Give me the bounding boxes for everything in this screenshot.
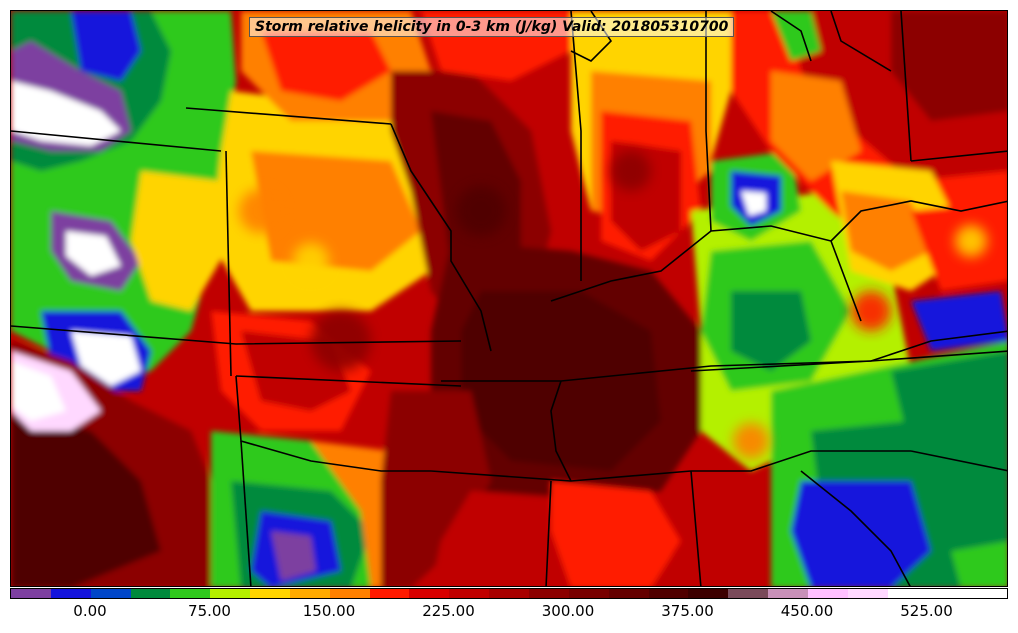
helicity-map: Storm relative helicity in 0-3 km (J/kg)… bbox=[10, 10, 1008, 587]
colorbar-segment-23 bbox=[927, 589, 968, 598]
colorbar-segment-17 bbox=[688, 589, 729, 598]
colorbar-segment-22 bbox=[887, 589, 928, 598]
state-boundaries bbox=[11, 11, 1007, 586]
colorbar-tick-label: 375.00 bbox=[661, 602, 714, 620]
colorbar-segment-5 bbox=[210, 589, 251, 598]
colorbar-segment-0 bbox=[11, 589, 51, 598]
colorbar-segment-9 bbox=[369, 589, 410, 598]
colorbar-tick-label: 150.00 bbox=[302, 602, 356, 620]
colorbar-segment-12 bbox=[489, 589, 529, 598]
colorbar-tick-label: 75.00 bbox=[188, 602, 231, 620]
colorbar-tick-label: 0.00 bbox=[73, 602, 107, 620]
colorbar-segment-24 bbox=[967, 589, 1008, 598]
colorbar-tick-label: 225.00 bbox=[422, 602, 475, 620]
colorbar-segment-21 bbox=[847, 589, 888, 598]
colorbar-segment-16 bbox=[648, 589, 689, 598]
colorbar-segment-15 bbox=[608, 589, 649, 598]
colorbar bbox=[10, 588, 1008, 599]
colorbar-labels: 0.00 75.00 150.00 225.00 300.00 375.00 450.00 5… bbox=[10, 602, 1008, 624]
colorbar-segment-19 bbox=[768, 589, 808, 598]
colorbar-tick-label: 450.00 bbox=[780, 602, 834, 620]
helicity-map-image bbox=[11, 11, 1007, 586]
colorbar-segment-6 bbox=[250, 589, 290, 598]
colorbar-segment-7 bbox=[289, 589, 330, 598]
colorbar-tick-label: 525.00 bbox=[900, 602, 953, 620]
colorbar-tick-label: 300.00 bbox=[541, 602, 595, 620]
colorbar-segment-14 bbox=[568, 589, 609, 598]
colorbar-segment-11 bbox=[449, 589, 490, 598]
colorbar-segment-2 bbox=[90, 589, 131, 598]
colorbar-segment-18 bbox=[728, 589, 769, 598]
colorbar-segment-3 bbox=[130, 589, 171, 598]
colorbar-segment-1 bbox=[50, 589, 91, 598]
map-title: Storm relative helicity in 0-3 km (J/kg)… bbox=[249, 17, 735, 37]
colorbar-segment-4 bbox=[170, 589, 211, 598]
colorbar-segment-13 bbox=[528, 589, 569, 598]
colorbar-segment-20 bbox=[807, 589, 848, 598]
colorbar-segment-8 bbox=[329, 589, 370, 598]
colorbar-segment-10 bbox=[409, 589, 450, 598]
